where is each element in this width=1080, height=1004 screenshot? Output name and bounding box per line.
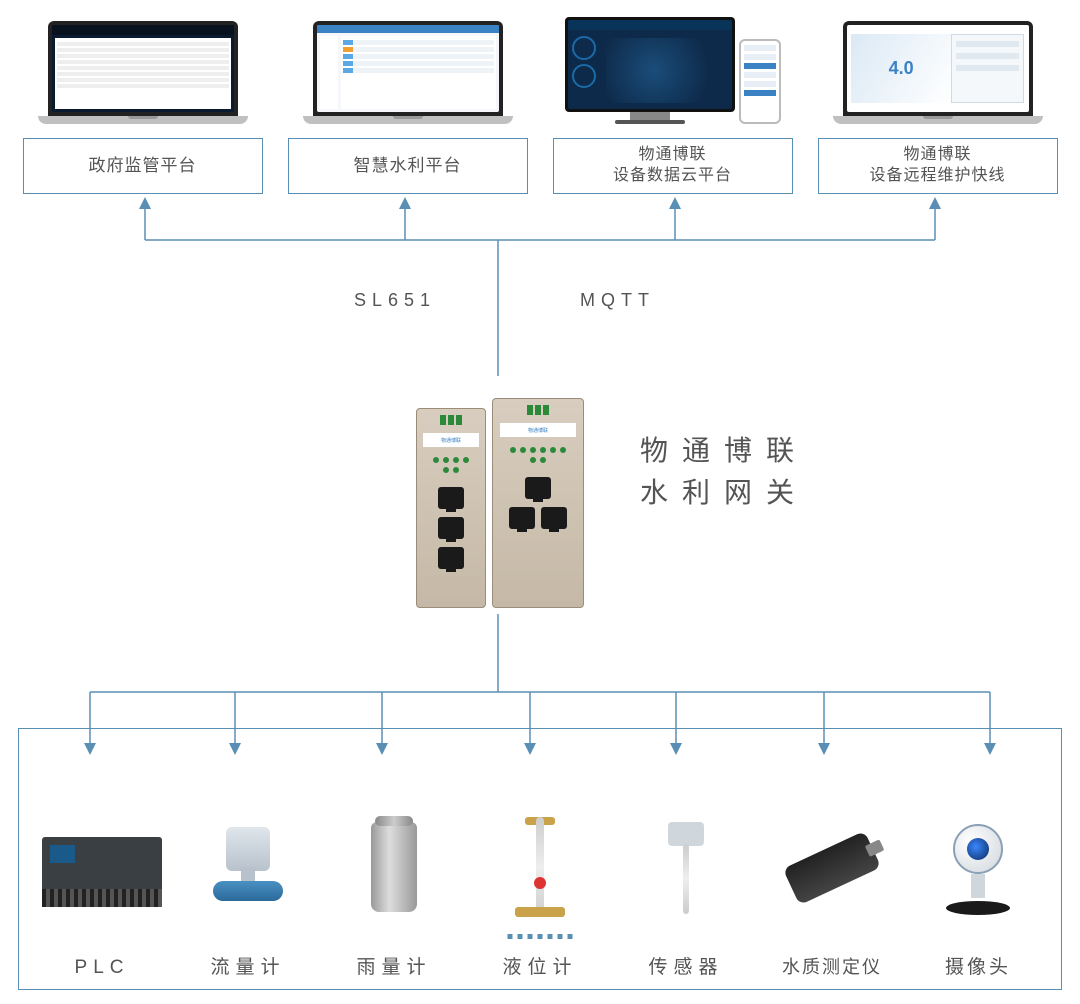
sensor-label: 流量计: [210, 952, 285, 979]
device-monitor-cloud: [553, 14, 793, 124]
platform-box-cloud: 物通博联 设备数据云平台: [553, 138, 793, 194]
sensor-label: 水质测定仪: [782, 953, 882, 979]
gateway-title: 物通博联 水利网关: [640, 430, 808, 514]
screen-d-text: 4.0: [851, 34, 951, 104]
dots-separator: [508, 934, 573, 939]
water-quality-icon: [783, 831, 881, 905]
sensor-plc: PLC: [32, 817, 172, 979]
plc-icon: [42, 837, 162, 907]
device-laptop-gov: [23, 14, 263, 124]
device-phone: [739, 39, 781, 124]
gateway-devices: 物通博联 物通博联: [400, 378, 600, 608]
gateway-unit-large: 物通博联: [492, 398, 584, 608]
platforms-label-row: 政府监管平台 智慧水利平台 物通博联 设备数据云平台 物通博联 设备远程维护快线: [0, 138, 1080, 194]
platform-label: 物通博联 设备远程维护快线: [869, 145, 1005, 187]
sensors-container: PLC 流量计 雨量计 液位计 传感器 水质测定仪 摄像头: [18, 728, 1062, 990]
sensor-level: 液位计: [470, 812, 610, 979]
device-laptop-remote: 4.0: [818, 14, 1058, 124]
platform-label: 智慧水利平台: [354, 155, 462, 177]
sensor-tsensor: 传感器: [616, 812, 756, 979]
platform-label: 政府监管平台: [89, 155, 197, 177]
temp-sensor-icon: [651, 822, 721, 912]
gateway-unit-small: 物通博联: [416, 408, 486, 608]
platforms-devices-row: 4.0: [0, 14, 1080, 124]
sensor-label: 液位计: [502, 952, 577, 979]
sensor-camera: 摄像头: [908, 812, 1048, 979]
platform-box-gov: 政府监管平台: [23, 138, 263, 194]
flowmeter-icon: [213, 827, 283, 907]
sensor-label: 传感器: [648, 952, 723, 979]
gateway-brand: 物通博联: [423, 433, 478, 447]
level-icon: [515, 817, 565, 917]
sensor-flowmeter: 流量计: [178, 812, 318, 979]
sensor-raingauge: 雨量计: [324, 812, 464, 979]
raingauge-icon: [371, 822, 417, 912]
platform-box-remote: 物通博联 设备远程维护快线: [818, 138, 1058, 194]
sensor-label: 摄像头: [945, 952, 1011, 979]
sensor-label: 雨量计: [356, 952, 431, 979]
sensor-label: PLC: [75, 957, 130, 979]
platform-box-water: 智慧水利平台: [288, 138, 528, 194]
protocol-right: MQTT: [580, 290, 655, 311]
device-laptop-water: [288, 14, 528, 124]
sensor-waterquality: 水质测定仪: [762, 813, 902, 979]
platform-label: 物通博联 设备数据云平台: [613, 145, 732, 187]
protocol-left: SL651: [354, 290, 436, 311]
camera-icon: [938, 820, 1018, 915]
gateway-brand: 物通博联: [500, 423, 575, 437]
